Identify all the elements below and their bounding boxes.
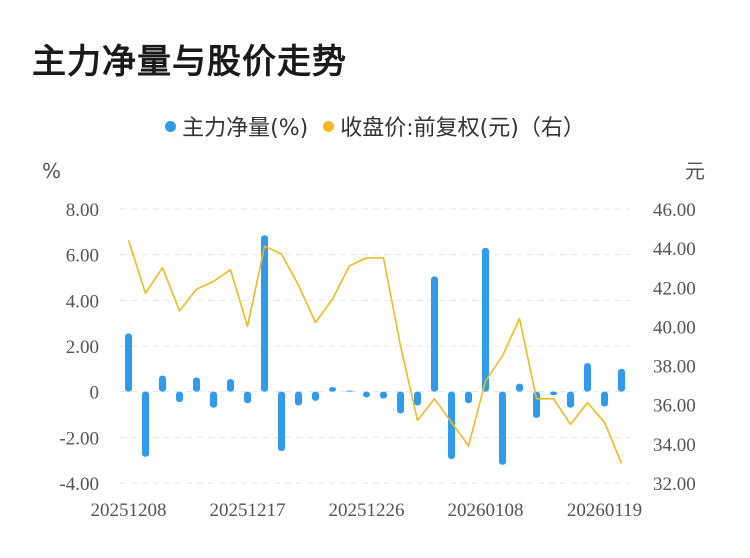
right-tick-label: 34.00: [653, 435, 696, 456]
bar: [312, 391, 319, 401]
bar: [329, 387, 336, 392]
right-tick-label: 46.00: [653, 200, 696, 221]
bar: [278, 391, 285, 452]
left-tick-label: 0: [90, 383, 100, 404]
bar: [516, 383, 523, 392]
x-tick-label: 20251217: [210, 500, 286, 521]
bar: [380, 391, 387, 399]
bar: [346, 390, 353, 392]
legend-item-close-price[interactable]: 收盘价:前复权(元)（右）: [323, 110, 585, 142]
x-axis: 20251208 20251217 20251226 20260108 20260119: [91, 500, 643, 521]
bar: [465, 391, 472, 404]
x-tick-label: 20260108: [448, 500, 524, 521]
left-tick-label: -4.00: [59, 474, 99, 495]
left-tick-label: -2.00: [59, 428, 99, 449]
legend: 主力净量(%) 收盘价:前复权(元)（右）: [0, 110, 750, 142]
bar: [295, 391, 302, 406]
left-axis-unit: %: [42, 159, 61, 183]
right-tick-label: 38.00: [653, 357, 696, 378]
right-axis-unit: 元: [685, 159, 705, 183]
left-tick-label: 6.00: [66, 246, 99, 267]
bar: [567, 391, 574, 408]
left-tick-label: 4.00: [66, 291, 99, 312]
bar: [125, 333, 132, 392]
bar: [159, 375, 166, 392]
price-line: [127, 240, 623, 464]
bar: [601, 391, 608, 407]
bar: [550, 391, 557, 396]
bar: [363, 391, 370, 398]
bar: [193, 377, 200, 392]
chart-title: 主力净量与股价走势: [32, 42, 347, 82]
bar: [499, 391, 506, 465]
bar: [397, 391, 404, 414]
right-tick-label: 42.00: [653, 278, 696, 299]
x-tick-label: 20251208: [91, 500, 167, 521]
bar: [142, 391, 149, 457]
bar: [431, 276, 438, 392]
left-axis: 8.00 6.00 4.00 2.00 0 -2.00 -4.00: [59, 200, 99, 495]
bar: [227, 379, 234, 392]
bar: [414, 391, 421, 406]
bar-series: [125, 235, 625, 465]
legend-item-net-flow[interactable]: 主力净量(%): [165, 110, 308, 142]
right-tick-label: 40.00: [653, 317, 696, 338]
bar: [618, 368, 625, 392]
bar: [482, 247, 489, 392]
bar: [584, 363, 591, 392]
bar: [176, 391, 183, 402]
legend-label-net-flow: 主力净量(%): [182, 116, 309, 141]
bar: [448, 391, 455, 460]
right-tick-label: 36.00: [653, 396, 696, 417]
legend-dot-close-price: [323, 120, 335, 132]
right-tick-label: 44.00: [653, 239, 696, 260]
left-tick-label: 8.00: [66, 200, 99, 221]
bar: [261, 235, 268, 392]
grid-lines: [120, 208, 630, 484]
bar: [244, 391, 251, 404]
line-series: [127, 240, 623, 464]
legend-label-close-price: 收盘价:前复权(元)（右）: [340, 116, 585, 141]
x-tick-label: 20251226: [329, 500, 405, 521]
right-axis: 46.00 44.00 42.00 40.00 38.00 36.00 34.00 32.00: [653, 200, 696, 495]
left-tick-label: 2.00: [66, 337, 99, 358]
legend-dot-net-flow: [165, 120, 177, 132]
x-tick-label: 20260119: [567, 500, 642, 521]
right-tick-label: 32.00: [653, 474, 696, 495]
bar: [210, 391, 217, 408]
